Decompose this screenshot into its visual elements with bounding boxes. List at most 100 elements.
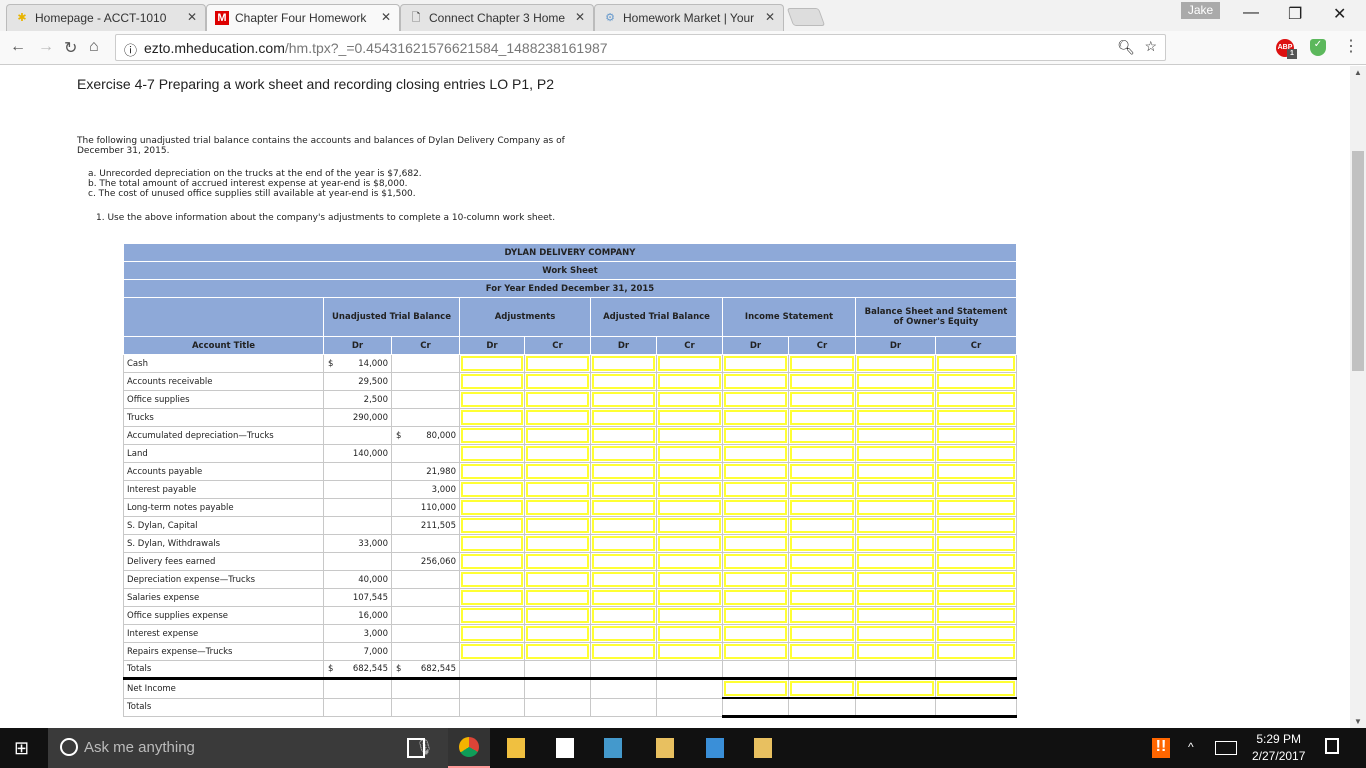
input-cell[interactable] [788, 534, 856, 553]
amount-input[interactable] [857, 482, 934, 497]
input-cell[interactable] [722, 606, 789, 625]
input-cell[interactable] [656, 372, 723, 391]
amount-input[interactable] [461, 410, 523, 425]
home-icon[interactable]: ⌂ [89, 38, 99, 55]
input-cell[interactable] [590, 390, 657, 409]
input-cell[interactable] [459, 444, 525, 463]
input-cell[interactable] [935, 552, 1017, 571]
amount-input[interactable] [724, 590, 787, 605]
amount-input[interactable] [724, 536, 787, 551]
remote-desktop-icon[interactable] [706, 738, 724, 758]
amount-input[interactable] [937, 608, 1015, 623]
input-cell[interactable] [590, 480, 657, 499]
input-cell[interactable] [855, 480, 936, 499]
amount-input[interactable] [857, 681, 934, 696]
adblock-icon[interactable]: ABP 1 [1276, 39, 1297, 59]
amount-input[interactable] [857, 590, 934, 605]
bookmark-star-icon[interactable]: ☆ [1144, 38, 1157, 54]
input-cell[interactable] [656, 354, 723, 373]
amount-input[interactable] [790, 374, 854, 389]
chrome-taskbar-button[interactable] [448, 728, 490, 768]
input-cell[interactable] [788, 588, 856, 607]
amount-input[interactable] [724, 554, 787, 569]
amount-input[interactable] [937, 482, 1015, 497]
tab-homework-market[interactable]: ⚙ Homework Market | Your ✕ [594, 4, 784, 31]
input-cell[interactable] [590, 588, 657, 607]
amount-input[interactable] [857, 644, 934, 659]
amount-input[interactable] [724, 482, 787, 497]
reload-icon[interactable]: ↻ [64, 40, 78, 57]
amount-input[interactable] [461, 500, 523, 515]
new-tab-button[interactable] [786, 8, 826, 26]
input-cell[interactable] [524, 426, 591, 445]
input-cell[interactable] [524, 588, 591, 607]
input-cell[interactable] [590, 498, 657, 517]
folder-icon[interactable] [656, 738, 674, 758]
input-cell[interactable] [459, 534, 525, 553]
input-cell[interactable] [855, 372, 936, 391]
input-cell[interactable] [855, 408, 936, 427]
amount-input[interactable] [724, 410, 787, 425]
tab-connect-chapter-3[interactable]: 🗋 Connect Chapter 3 Home ✕ [400, 4, 594, 31]
amount-input[interactable] [592, 626, 655, 641]
input-cell[interactable] [590, 462, 657, 481]
input-cell[interactable] [935, 516, 1017, 535]
input-cell[interactable] [855, 354, 936, 373]
amount-input[interactable] [790, 644, 854, 659]
input-cell[interactable] [935, 498, 1017, 517]
input-cell[interactable] [855, 552, 936, 571]
amount-input[interactable] [790, 356, 854, 371]
amount-input[interactable] [526, 356, 589, 371]
amount-input[interactable] [724, 644, 787, 659]
input-cell[interactable] [524, 552, 591, 571]
input-cell[interactable] [524, 462, 591, 481]
amount-input[interactable] [592, 590, 655, 605]
input-cell[interactable] [788, 354, 856, 373]
input-cell[interactable] [656, 534, 723, 553]
amount-input[interactable] [592, 356, 655, 371]
input-cell[interactable] [459, 462, 525, 481]
input-cell[interactable] [855, 588, 936, 607]
input-cell[interactable] [935, 606, 1017, 625]
amount-input[interactable] [461, 572, 523, 587]
input-cell[interactable] [788, 498, 856, 517]
input-cell[interactable] [656, 408, 723, 427]
input-cell[interactable] [855, 498, 936, 517]
amount-input[interactable] [790, 590, 854, 605]
amount-input[interactable] [790, 681, 854, 696]
input-cell[interactable] [590, 624, 657, 643]
input-cell[interactable] [722, 462, 789, 481]
keyboard-icon[interactable] [1215, 741, 1237, 755]
amount-input[interactable] [937, 428, 1015, 443]
amount-input[interactable] [461, 518, 523, 533]
input-cell[interactable] [459, 372, 525, 391]
amount-input[interactable] [461, 428, 523, 443]
close-tab-icon[interactable]: ✕ [186, 10, 197, 24]
input-cell[interactable] [935, 426, 1017, 445]
input-cell[interactable] [855, 624, 936, 643]
input-cell[interactable] [935, 570, 1017, 589]
amount-input[interactable] [937, 554, 1015, 569]
input-cell[interactable] [722, 408, 789, 427]
amount-input[interactable] [658, 464, 721, 479]
amount-input[interactable] [857, 536, 934, 551]
amount-input[interactable] [461, 608, 523, 623]
amount-input[interactable] [592, 572, 655, 587]
input-cell[interactable] [935, 390, 1017, 409]
input-cell[interactable] [590, 426, 657, 445]
input-cell[interactable] [855, 516, 936, 535]
input-cell[interactable] [590, 642, 657, 661]
amount-input[interactable] [526, 428, 589, 443]
input-cell[interactable] [788, 408, 856, 427]
amount-input[interactable] [790, 554, 854, 569]
input-cell[interactable] [935, 642, 1017, 661]
control-panel-icon[interactable] [604, 738, 622, 758]
amount-input[interactable] [658, 608, 721, 623]
input-cell[interactable] [524, 642, 591, 661]
amount-input[interactable] [724, 464, 787, 479]
amount-input[interactable] [592, 644, 655, 659]
vertical-scrollbar[interactable]: ▲ ▼ [1350, 66, 1366, 728]
folder-icon[interactable] [754, 738, 772, 758]
input-cell[interactable] [855, 444, 936, 463]
input-cell[interactable] [855, 606, 936, 625]
